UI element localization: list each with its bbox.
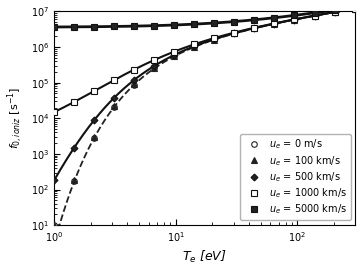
$u_e$ = 100 km/s: [52, 224, 56, 227]
$u_e$ = 500 km/s: [52, 179, 56, 182]
$u_e$ = 0 m/s: [172, 55, 177, 58]
$u_e$ = 100 km/s: [332, 11, 337, 14]
$u_e$ = 100 km/s: [272, 22, 277, 25]
$u_e$ = 0 m/s: [312, 14, 317, 17]
$u_e$ = 500 km/s: [312, 14, 317, 17]
$u_e$ = 0 m/s: [92, 136, 96, 139]
$u_e$ = 1000 km/s: [332, 10, 337, 14]
$u_e$ = 100 km/s: [132, 83, 136, 86]
$u_e$ = 5000 km/s: [72, 25, 76, 28]
$u_e$ = 0 m/s: [292, 18, 297, 21]
$u_e$ = 5000 km/s: [332, 8, 337, 12]
Legend: $u_e$ = 0 m/s, $u_e$ = 100 km/s, $u_e$ = 500 km/s, $u_e$ = 1000 km/s, $u_e$ = 50: $u_e$ = 0 m/s, $u_e$ = 100 km/s, $u_e$ =…: [240, 134, 351, 220]
$u_e$ = 100 km/s: [292, 18, 297, 21]
$u_e$ = 1000 km/s: [252, 26, 257, 29]
$u_e$ = 0 m/s: [252, 27, 257, 30]
$u_e$ = 500 km/s: [232, 32, 236, 35]
$u_e$ = 5000 km/s: [352, 5, 357, 9]
$u_e$ = 100 km/s: [352, 7, 357, 10]
$u_e$ = 100 km/s: [72, 178, 76, 181]
$u_e$ = 5000 km/s: [312, 11, 317, 14]
$u_e$ = 5000 km/s: [112, 25, 116, 28]
$u_e$ = 100 km/s: [112, 105, 116, 108]
$u_e$ = 1000 km/s: [312, 14, 317, 17]
$u_e$ = 100 km/s: [212, 38, 217, 41]
$u_e$ = 500 km/s: [152, 64, 156, 67]
$u_e$ = 1000 km/s: [92, 89, 96, 93]
$u_e$ = 0 m/s: [152, 67, 156, 70]
$u_e$ = 5000 km/s: [232, 20, 236, 23]
$u_e$ = 1000 km/s: [72, 100, 76, 104]
Line: $u_e$ = 100 km/s: $u_e$ = 100 km/s: [51, 5, 358, 228]
$u_e$ = 1000 km/s: [132, 68, 136, 71]
$u_e$ = 100 km/s: [312, 14, 317, 17]
$u_e$ = 1000 km/s: [352, 7, 357, 10]
Line: $u_e$ = 500 km/s: $u_e$ = 500 km/s: [52, 6, 357, 183]
$u_e$ = 5000 km/s: [172, 23, 177, 27]
$u_e$ = 1000 km/s: [172, 50, 177, 53]
$u_e$ = 500 km/s: [252, 27, 257, 30]
Line: $u_e$ = 5000 km/s: $u_e$ = 5000 km/s: [51, 4, 357, 30]
$u_e$ = 100 km/s: [252, 27, 257, 30]
$u_e$ = 0 m/s: [192, 45, 196, 49]
$u_e$ = 0 m/s: [52, 224, 56, 227]
$u_e$ = 500 km/s: [92, 118, 96, 122]
$u_e$ = 500 km/s: [352, 7, 357, 10]
$u_e$ = 1000 km/s: [192, 43, 196, 46]
$u_e$ = 0 m/s: [132, 83, 136, 86]
$u_e$ = 500 km/s: [272, 22, 277, 25]
$u_e$ = 0 m/s: [72, 180, 76, 183]
$u_e$ = 5000 km/s: [212, 21, 217, 25]
$u_e$ = 1000 km/s: [152, 58, 156, 62]
$u_e$ = 0 m/s: [332, 11, 337, 14]
$u_e$ = 500 km/s: [112, 96, 116, 99]
Y-axis label: $f_{0,ioniz}$ [s$^{-1}$]: $f_{0,ioniz}$ [s$^{-1}$]: [5, 87, 25, 149]
$u_e$ = 500 km/s: [292, 18, 297, 21]
$u_e$ = 0 m/s: [272, 22, 277, 25]
$u_e$ = 1000 km/s: [272, 22, 277, 25]
$u_e$ = 0 m/s: [112, 105, 116, 108]
$u_e$ = 500 km/s: [192, 45, 196, 48]
$u_e$ = 100 km/s: [192, 45, 196, 49]
$u_e$ = 500 km/s: [132, 78, 136, 82]
$u_e$ = 100 km/s: [152, 67, 156, 70]
$u_e$ = 500 km/s: [172, 53, 177, 57]
$u_e$ = 100 km/s: [172, 54, 177, 58]
$u_e$ = 0 m/s: [212, 38, 217, 41]
$u_e$ = 1000 km/s: [232, 31, 236, 34]
$u_e$ = 5000 km/s: [132, 24, 136, 28]
$u_e$ = 5000 km/s: [292, 14, 297, 17]
$u_e$ = 5000 km/s: [192, 22, 196, 26]
$u_e$ = 100 km/s: [232, 32, 236, 35]
$u_e$ = 1000 km/s: [212, 36, 217, 40]
$u_e$ = 1000 km/s: [292, 18, 297, 21]
$u_e$ = 500 km/s: [332, 11, 337, 14]
$u_e$ = 5000 km/s: [272, 16, 277, 19]
$u_e$ = 0 m/s: [352, 7, 357, 10]
Line: $u_e$ = 0 m/s: $u_e$ = 0 m/s: [51, 6, 357, 228]
Line: $u_e$ = 1000 km/s: $u_e$ = 1000 km/s: [51, 6, 357, 115]
$u_e$ = 5000 km/s: [152, 24, 156, 27]
$u_e$ = 1000 km/s: [52, 111, 56, 114]
$u_e$ = 100 km/s: [92, 135, 96, 138]
$u_e$ = 5000 km/s: [252, 18, 257, 21]
X-axis label: $T_e$ [eV]: $T_e$ [eV]: [182, 249, 227, 265]
$u_e$ = 5000 km/s: [92, 25, 96, 28]
$u_e$ = 5000 km/s: [52, 25, 56, 29]
$u_e$ = 0 m/s: [232, 32, 236, 35]
$u_e$ = 500 km/s: [212, 37, 217, 41]
$u_e$ = 500 km/s: [72, 146, 76, 149]
$u_e$ = 1000 km/s: [112, 78, 116, 82]
